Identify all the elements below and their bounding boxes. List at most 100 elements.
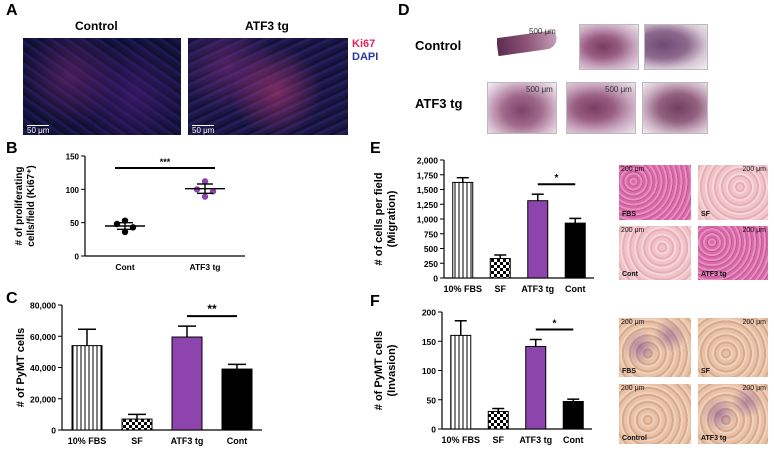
atf3-tumor-section-3 — [642, 82, 708, 134]
y-tick-label: 1,500 — [417, 185, 439, 195]
panel-label-c: C — [6, 290, 18, 307]
scale-bar-label: 500 μm — [529, 27, 556, 36]
legend-ki67: Ki67 — [352, 38, 376, 50]
scale-bar-label: 200 μm — [621, 166, 645, 173]
scale-bar-label: 200 μm — [742, 166, 767, 173]
atf3-tumor-section-2: 500 μm — [566, 82, 636, 134]
control-tumor-section-2 — [579, 24, 639, 70]
x-tick-label: 10% FBS — [441, 435, 480, 445]
y-tick-label: 100 — [422, 366, 436, 376]
y-tick-label: 0 — [51, 426, 56, 436]
scale-bar-label: 50 μm — [192, 126, 215, 135]
y-tick-label: 50 — [427, 395, 437, 405]
micrograph-label: SF — [701, 211, 710, 218]
x-tick-label: 10% FBS — [68, 436, 107, 446]
scale-bar-label: 500 μm — [605, 85, 632, 94]
invasion-fbs-micrograph: FBS 200 μm — [619, 318, 691, 377]
panel-label-e: E — [370, 140, 381, 157]
y-tick-label: 200 — [422, 308, 436, 318]
significance-marker: * — [555, 173, 559, 184]
panel-a-control-title: Control — [75, 19, 118, 33]
y-tick-label: 150 — [66, 153, 80, 162]
bar-atf3-tg — [527, 200, 549, 279]
scale-bar-label: 200 μm — [621, 385, 645, 392]
y-tick-label: 500 — [424, 244, 438, 254]
x-tick-label: SF — [492, 435, 504, 445]
y-axis-label: # of PyMT cells — [15, 328, 27, 407]
y-tick-label: 2,000 — [417, 156, 439, 166]
scale-bar-label: 200 μm — [742, 385, 767, 392]
bar-sf — [489, 258, 511, 279]
migration-cont-micrograph: Cont 200 μm — [619, 226, 691, 280]
chart-b: 0 50 100 150 Cont ATF3 tg *** # of proliferatin… — [14, 153, 245, 272]
data-point — [121, 228, 129, 236]
invasion-atf3-micrograph: ATF3 tg 200 μm — [698, 384, 768, 444]
micrograph-label: SF — [701, 368, 710, 375]
x-tick-label: ATF3 tg — [189, 262, 220, 272]
y-axis-label: # of PyMT cells — [373, 331, 385, 410]
bar-sf — [487, 410, 509, 430]
micrograph-label: Cont — [622, 271, 638, 278]
micrograph-label: FBS — [622, 368, 636, 375]
micrograph-label: ATF3 tg — [701, 435, 727, 442]
invasion-control-micrograph: Control 200 μm — [619, 384, 691, 444]
panel-d-atf3-label: ATF3 tg — [415, 96, 463, 111]
x-tick-label: Cont — [227, 436, 248, 446]
scale-bar-label: 200 μm — [621, 227, 645, 234]
x-tick-label: 10% FBS — [443, 284, 482, 294]
y-tick-label: 20,000 — [30, 394, 56, 404]
panel-d-control-label: Control — [415, 38, 462, 53]
scale-bar-label: 200 μm — [621, 319, 645, 326]
y-tick-label: 1,250 — [417, 200, 439, 210]
migration-sf-micrograph: SF 200 μm — [698, 165, 768, 220]
control-tumor-section-3 — [644, 24, 708, 70]
migration-atf3-micrograph: ATF3 tg 200 μm — [698, 226, 768, 280]
panel-label-a: A — [6, 2, 18, 19]
scale-bar-label: 50 μm — [27, 126, 50, 135]
scale-bar-label: 200 μm — [742, 227, 767, 234]
bar-cont — [564, 222, 586, 279]
micrograph-label: ATF3 tg — [701, 271, 727, 278]
x-tick-label: Cont — [115, 262, 135, 272]
panel-label-b: B — [6, 140, 18, 157]
bar-atf3-tg — [525, 346, 547, 430]
chart-f: 0 50 100 150 200 10% FBS SF ATF3 tg Cont * # of Py… — [373, 308, 592, 445]
y-tick-label: 750 — [424, 229, 438, 239]
chart-e: 0 250 500 750 1,000 1,250 1,500 1,750 2,000 10% F… — [373, 156, 594, 294]
y-tick-label: 50 — [70, 219, 79, 228]
y-tick-label: 80,000 — [30, 301, 56, 311]
y-axis-label-sub: (Migration) — [386, 190, 398, 247]
invasion-sf-micrograph: SF 200 μm — [698, 318, 768, 377]
micrograph-label: FBS — [622, 211, 636, 218]
panel-label-d: D — [398, 2, 410, 19]
x-tick-label: SF — [131, 436, 143, 446]
bar-10-fbs — [71, 345, 103, 431]
y-tick-label: 0 — [433, 274, 438, 284]
x-tick-label: Cont — [563, 435, 584, 445]
bar-10-fbs — [450, 334, 472, 430]
bar-cont — [562, 401, 584, 430]
y-tick-label: 60,000 — [30, 332, 56, 342]
x-tick-label: SF — [494, 284, 506, 294]
significance-marker: *** — [160, 157, 171, 167]
chart-c: 0 20,000 40,000 60,000 80,000 10% FBS SF ATF3 t… — [15, 301, 262, 446]
y-tick-label: 1,750 — [417, 170, 439, 180]
x-tick-label: ATF3 tg — [171, 436, 204, 446]
y-axis-label: # of cells per field — [373, 173, 385, 266]
legend-dapi: DAPI — [352, 51, 379, 63]
migration-fbs-micrograph: FBS 200 μm — [619, 165, 691, 220]
atf3-ki67-micrograph: 50 μm — [188, 38, 348, 135]
y-tick-label: 40,000 — [30, 363, 56, 373]
y-tick-label: 100 — [66, 186, 80, 195]
y-axis-label-sub: cells/field (Ki67⁺) — [26, 165, 37, 246]
data-point — [201, 178, 209, 185]
y-tick-label: 250 — [424, 259, 438, 269]
y-axis-label-sub: (Invasion) — [386, 344, 398, 396]
y-tick-label: 1,000 — [417, 215, 439, 225]
scale-bar-label: 500 μm — [526, 85, 553, 94]
data-point — [201, 193, 209, 200]
significance-marker: ** — [207, 302, 217, 316]
x-tick-label: ATF3 tg — [519, 435, 552, 445]
panel-a-atf3-title: ATF3 tg — [245, 19, 289, 33]
y-tick-label: 150 — [422, 337, 436, 347]
